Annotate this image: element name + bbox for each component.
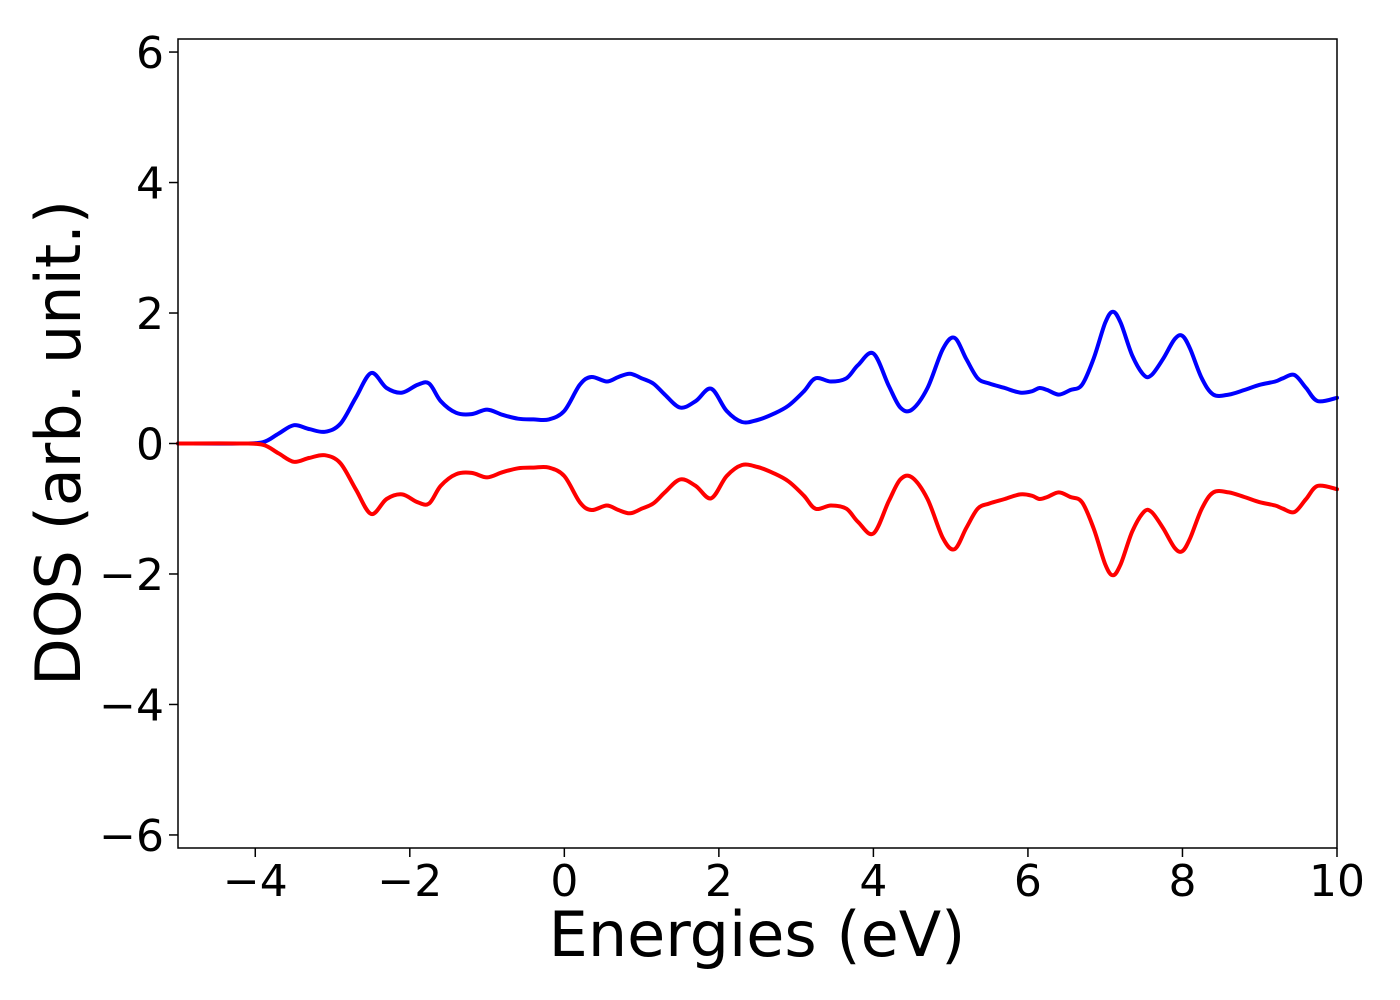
series-line-red [176,441,1339,578]
x-tick-label: −2 [377,856,442,907]
y-axis-label: DOS (arb. unit.) [22,200,95,686]
x-tick-label: −4 [223,856,288,907]
y-tick-label: −4 [99,680,164,731]
series-line-blue [176,309,1339,446]
y-tick-label: 6 [136,28,164,79]
series-layer [176,309,1339,578]
y-tick-label: −6 [99,811,164,862]
y-axis-ticks: −6 −4 −2 0 2 4 6 [99,28,178,862]
x-tick-label: 0 [550,856,578,907]
x-tick-label: 2 [705,856,733,907]
y-tick-label: 0 [136,420,164,471]
x-tick-label: 4 [859,856,887,907]
y-tick-label: 4 [136,159,164,210]
x-tick-label: 6 [1014,856,1042,907]
x-tick-label: 10 [1309,856,1365,907]
y-tick-label: 2 [136,289,164,340]
x-axis-label: Energies (eV) [549,898,966,971]
x-tick-label: 8 [1168,856,1196,907]
y-tick-label: −2 [99,550,164,601]
x-axis-ticks: −4 −2 0 2 4 6 8 10 [223,848,1365,907]
